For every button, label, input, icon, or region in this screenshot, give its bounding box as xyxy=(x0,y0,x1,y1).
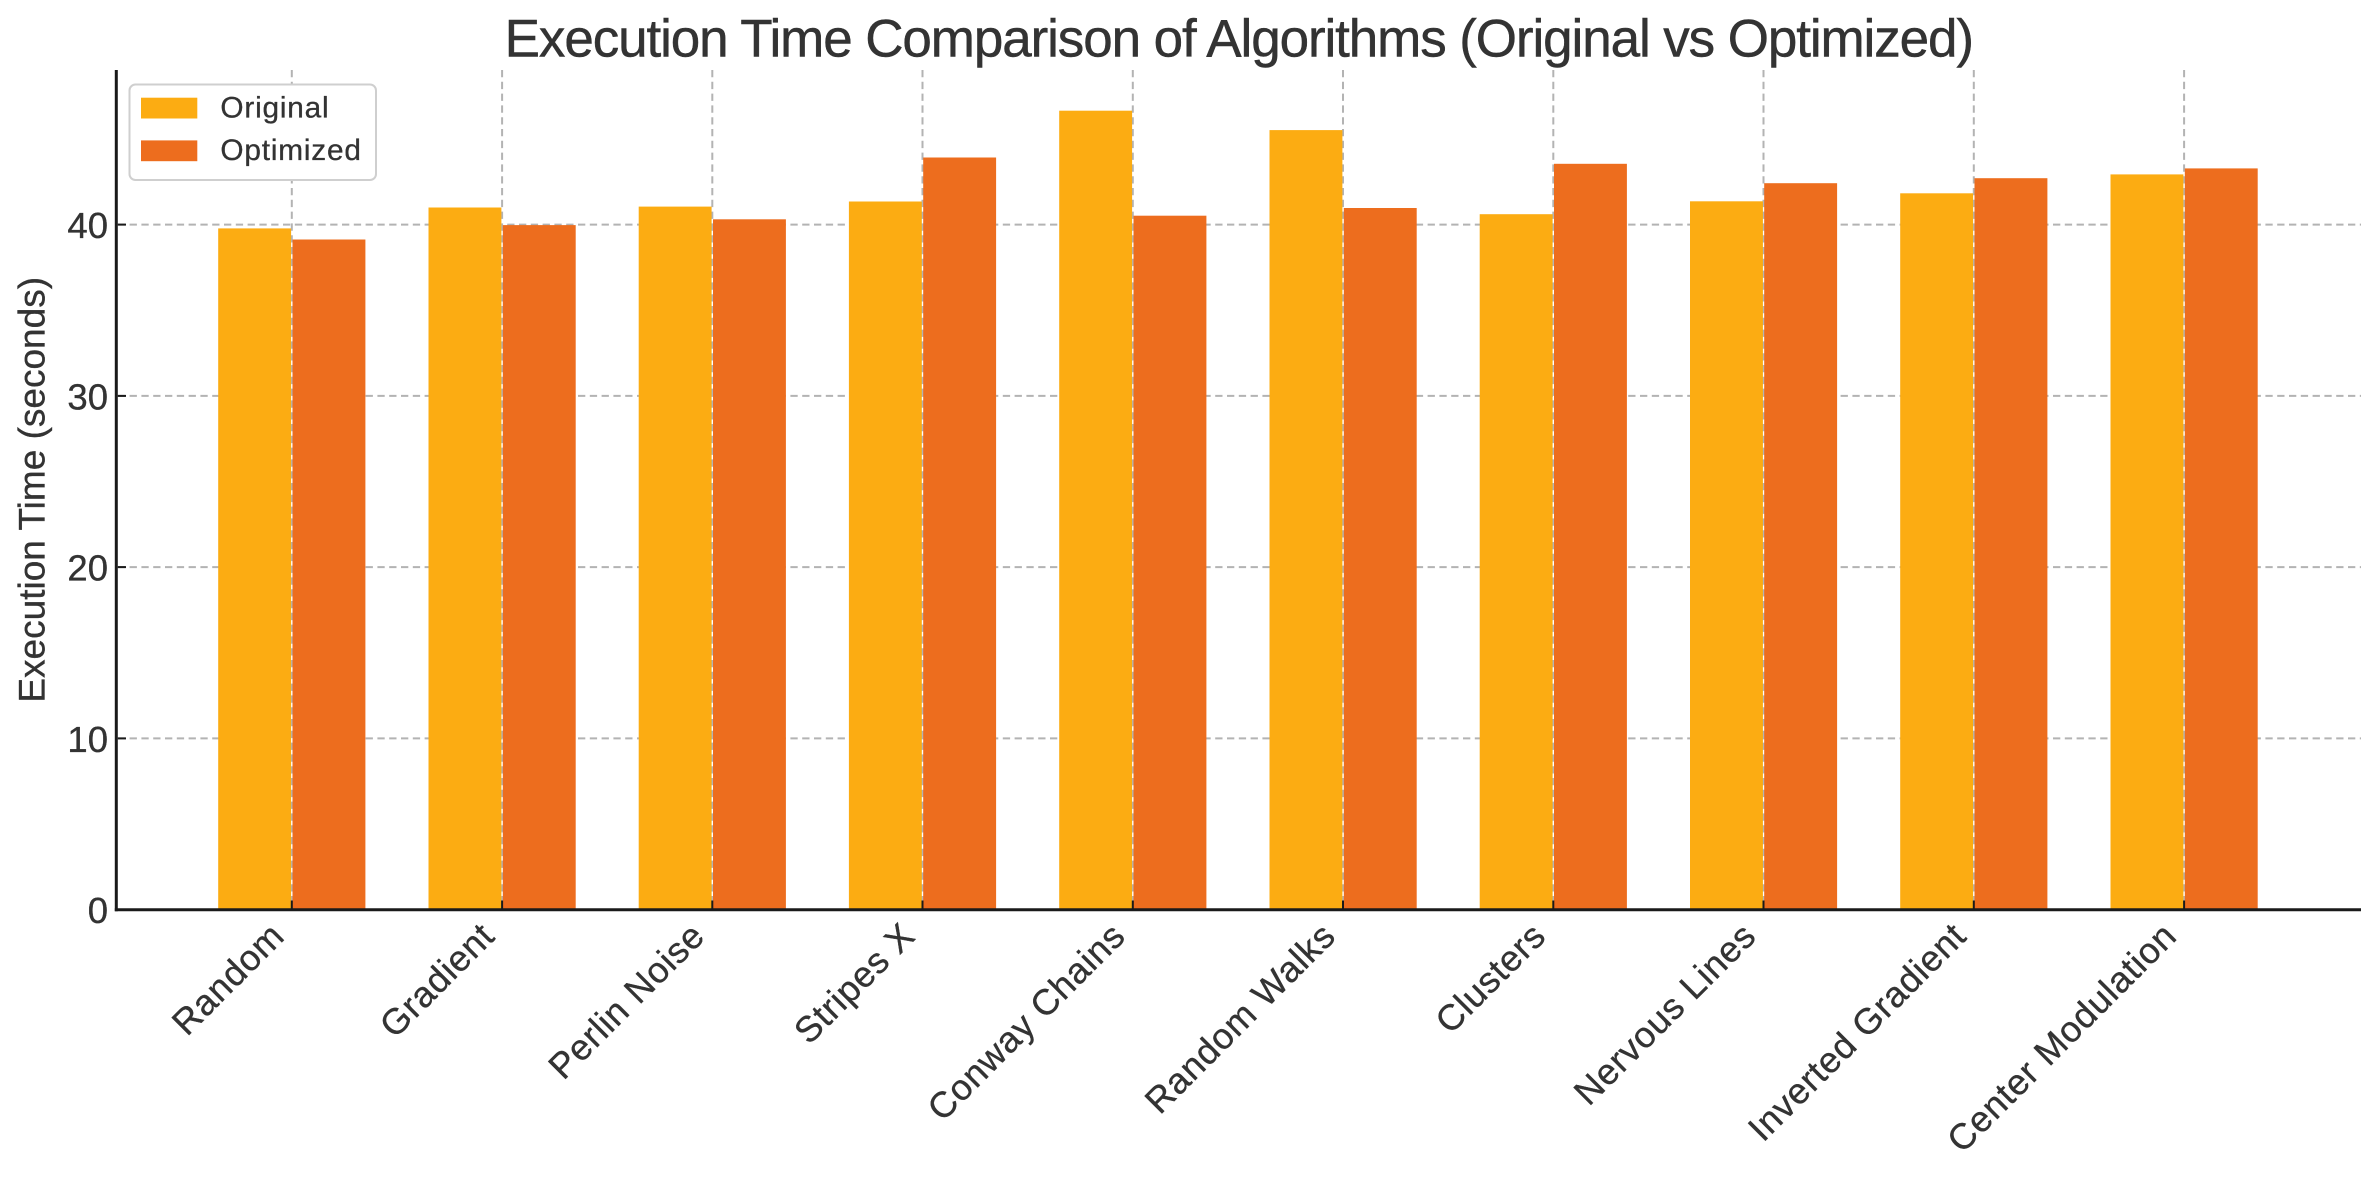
svg-text:Optimized: Optimized xyxy=(220,134,361,167)
svg-text:40: 40 xyxy=(67,205,108,246)
svg-text:20: 20 xyxy=(67,548,108,589)
svg-text:10: 10 xyxy=(67,719,108,760)
svg-text:Execution Time (seconds): Execution Time (seconds) xyxy=(12,277,53,703)
svg-text:Original: Original xyxy=(220,92,329,125)
svg-text:Execution Time Comparison of A: Execution Time Comparison of Algorithms … xyxy=(505,10,1973,69)
svg-text:0: 0 xyxy=(88,890,108,931)
svg-text:30: 30 xyxy=(67,377,108,418)
